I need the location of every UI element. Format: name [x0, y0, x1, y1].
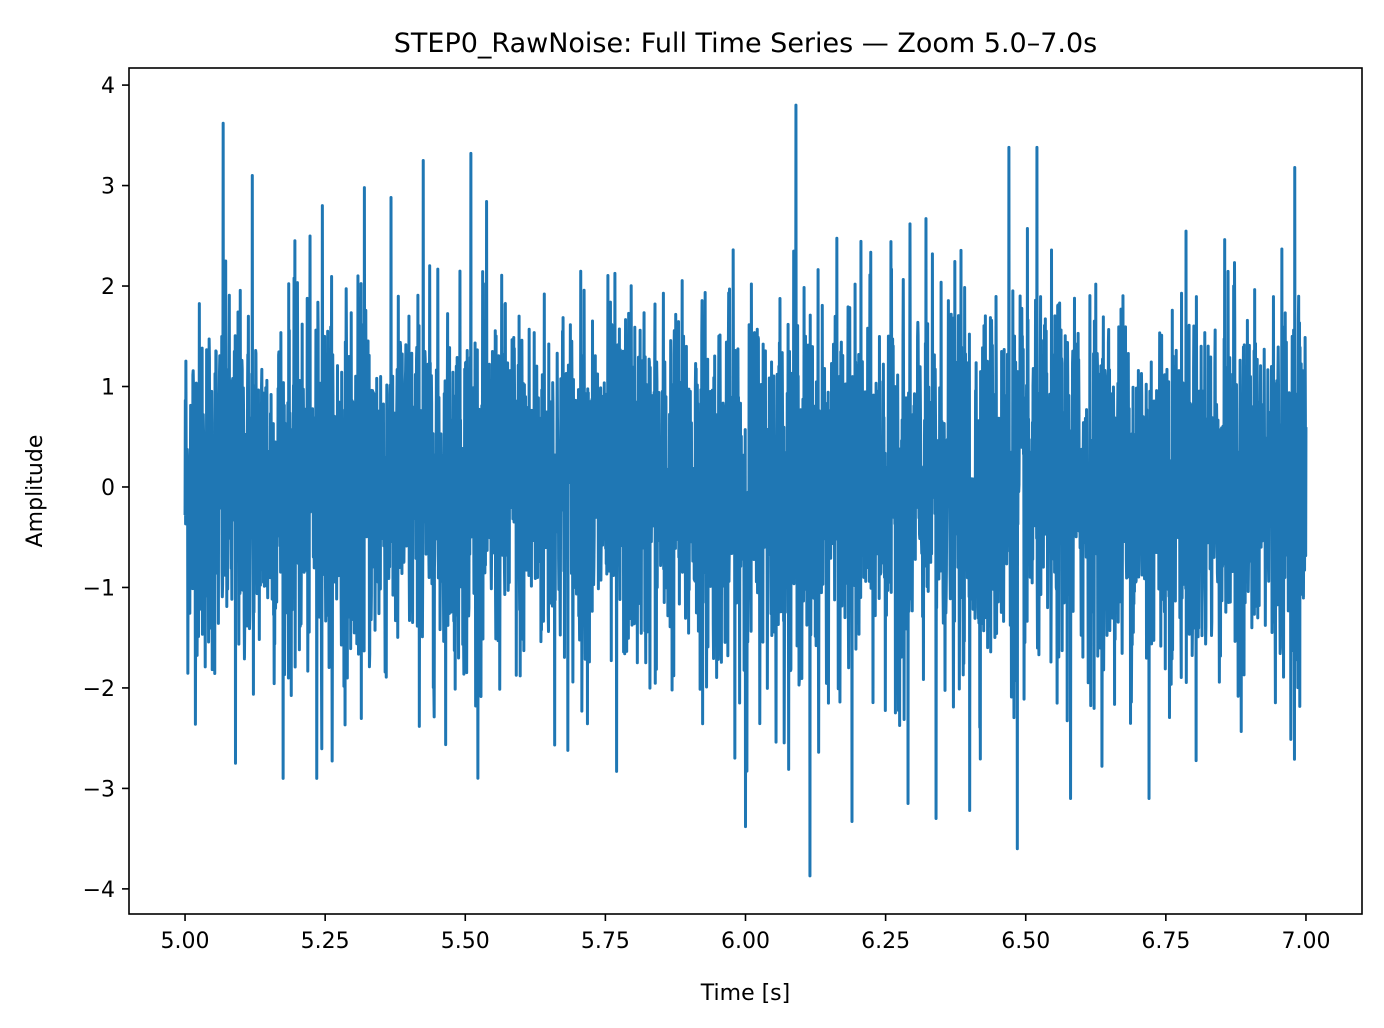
y-tick-label: 2 — [101, 275, 115, 300]
x-tick-label: 5.25 — [301, 929, 350, 954]
x-tick-label: 6.00 — [721, 929, 770, 954]
x-tick-label: 5.00 — [161, 929, 210, 954]
x-tick-label: 5.50 — [441, 929, 490, 954]
y-tick-label: 1 — [101, 376, 115, 401]
x-tick-label: 6.25 — [861, 929, 910, 954]
y-tick-label: −2 — [83, 677, 115, 702]
x-tick-label: 6.50 — [1001, 929, 1050, 954]
y-tick-label: −3 — [83, 777, 115, 802]
y-axis-label: Amplitude — [23, 435, 48, 548]
x-axis-label: Time [s] — [700, 981, 790, 1006]
chart-title: STEP0_RawNoise: Full Time Series — Zoom … — [394, 28, 1098, 59]
x-tick-label: 7.00 — [1281, 929, 1330, 954]
y-tick-label: −4 — [83, 878, 115, 903]
x-tick-label: 5.75 — [581, 929, 630, 954]
y-tick-label: 0 — [101, 476, 115, 501]
y-tick-label: −1 — [83, 576, 115, 601]
y-tick-label: 4 — [101, 74, 115, 99]
x-tick-label: 6.75 — [1141, 929, 1190, 954]
y-tick-label: 3 — [101, 175, 115, 200]
